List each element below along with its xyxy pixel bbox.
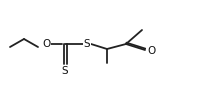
Text: O: O bbox=[42, 39, 50, 49]
Text: S: S bbox=[84, 39, 90, 49]
Text: S: S bbox=[62, 66, 68, 76]
Text: O: O bbox=[147, 46, 155, 56]
